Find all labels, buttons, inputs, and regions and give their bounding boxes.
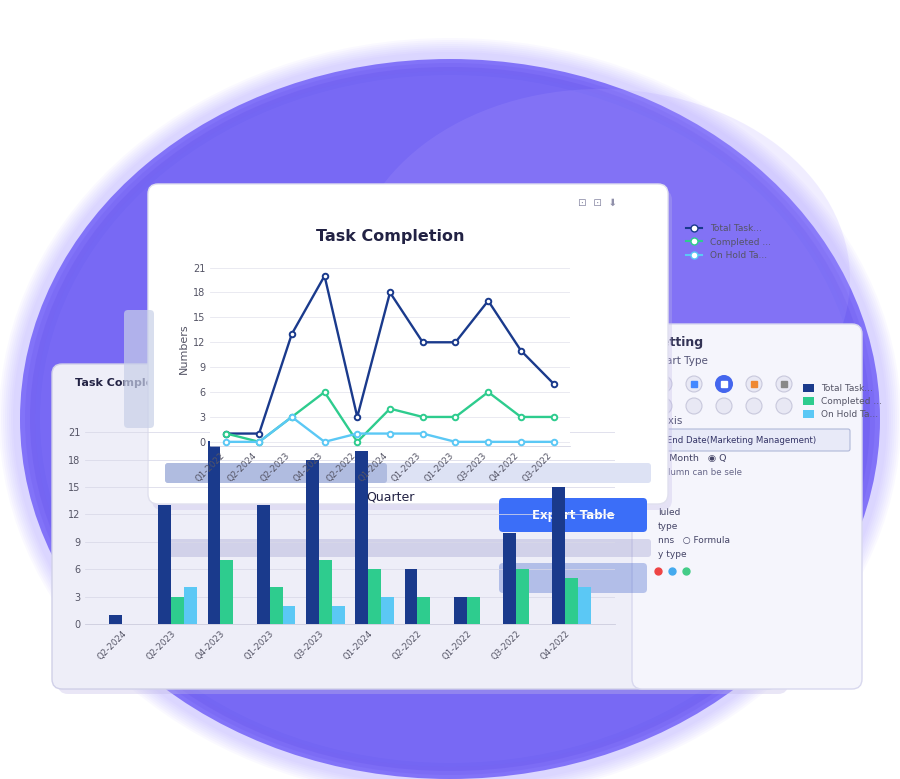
FancyBboxPatch shape — [499, 563, 647, 593]
Text: luled: luled — [658, 508, 680, 517]
Bar — [220, 560, 233, 624]
Text: type: type — [658, 522, 679, 531]
Bar — [381, 597, 394, 624]
Ellipse shape — [25, 63, 875, 775]
FancyBboxPatch shape — [165, 463, 387, 483]
Ellipse shape — [20, 59, 880, 779]
Circle shape — [716, 376, 732, 392]
Bar — [319, 560, 332, 624]
Circle shape — [716, 398, 732, 414]
Bar — [270, 587, 283, 624]
Bar — [578, 587, 591, 624]
Bar — [332, 606, 345, 624]
Ellipse shape — [35, 71, 865, 767]
Ellipse shape — [30, 67, 870, 771]
Bar — [256, 506, 270, 624]
Bar — [467, 597, 480, 624]
Text: ⊡  ⊡  ⬇: ⊡ ⊡ ⬇ — [560, 378, 599, 388]
Circle shape — [686, 398, 702, 414]
Circle shape — [776, 376, 792, 392]
Ellipse shape — [40, 75, 860, 763]
Text: Setting: Setting — [652, 336, 703, 349]
Circle shape — [776, 398, 792, 414]
Bar — [503, 533, 516, 624]
Circle shape — [746, 376, 762, 392]
FancyBboxPatch shape — [152, 190, 672, 510]
Bar — [368, 569, 381, 624]
FancyBboxPatch shape — [165, 539, 651, 557]
Ellipse shape — [350, 89, 850, 469]
Bar — [171, 597, 184, 624]
Circle shape — [746, 398, 762, 414]
FancyBboxPatch shape — [124, 310, 154, 428]
Bar — [283, 606, 295, 624]
Circle shape — [715, 375, 733, 393]
FancyBboxPatch shape — [165, 463, 651, 483]
Text: Chart Type: Chart Type — [652, 356, 708, 366]
Text: X-axis: X-axis — [652, 416, 683, 426]
X-axis label: Quarter: Quarter — [365, 491, 414, 503]
Ellipse shape — [120, 379, 520, 679]
Text: ⊡  ⊡  ⬇: ⊡ ⊡ ⬇ — [578, 198, 617, 208]
Bar — [565, 578, 578, 624]
Bar — [454, 597, 467, 624]
FancyBboxPatch shape — [648, 429, 850, 451]
Text: ○ Month   ◉ Q: ○ Month ◉ Q — [658, 454, 726, 463]
Y-axis label: Numbers: Numbers — [178, 323, 189, 374]
FancyBboxPatch shape — [52, 364, 778, 689]
Title: Task Completion: Task Completion — [316, 229, 464, 245]
FancyBboxPatch shape — [499, 498, 647, 532]
Circle shape — [656, 376, 672, 392]
Bar — [356, 450, 368, 624]
Bar — [553, 487, 565, 624]
Bar — [306, 460, 319, 624]
Legend: Total Task..., Completed ..., On Hold Ta...: Total Task..., Completed ..., On Hold Ta… — [800, 381, 886, 422]
Legend: Total Task..., Completed ..., On Hold Ta...: Total Task..., Completed ..., On Hold Ta… — [682, 220, 774, 263]
Bar — [184, 587, 197, 624]
FancyBboxPatch shape — [632, 324, 862, 689]
FancyBboxPatch shape — [58, 364, 788, 694]
Circle shape — [686, 376, 702, 392]
Bar — [516, 569, 529, 624]
Bar — [158, 506, 171, 624]
Bar — [418, 597, 430, 624]
Text: column can be sele: column can be sele — [658, 468, 742, 477]
Bar — [405, 569, 418, 624]
Bar — [109, 615, 122, 624]
Text: y type: y type — [658, 550, 687, 559]
Text: Export Table: Export Table — [532, 509, 615, 521]
Text: ✕  End Date(Marketing Management): ✕ End Date(Marketing Management) — [654, 435, 816, 445]
Bar — [208, 442, 220, 624]
FancyBboxPatch shape — [153, 499, 663, 564]
Text: nns   ○ Formula: nns ○ Formula — [658, 536, 730, 545]
FancyBboxPatch shape — [148, 184, 668, 504]
Text: is: is — [658, 492, 665, 501]
Circle shape — [656, 398, 672, 414]
Text: Task Completion: Task Completion — [75, 378, 177, 388]
Title: Task Completion: Task Completion — [275, 393, 424, 409]
